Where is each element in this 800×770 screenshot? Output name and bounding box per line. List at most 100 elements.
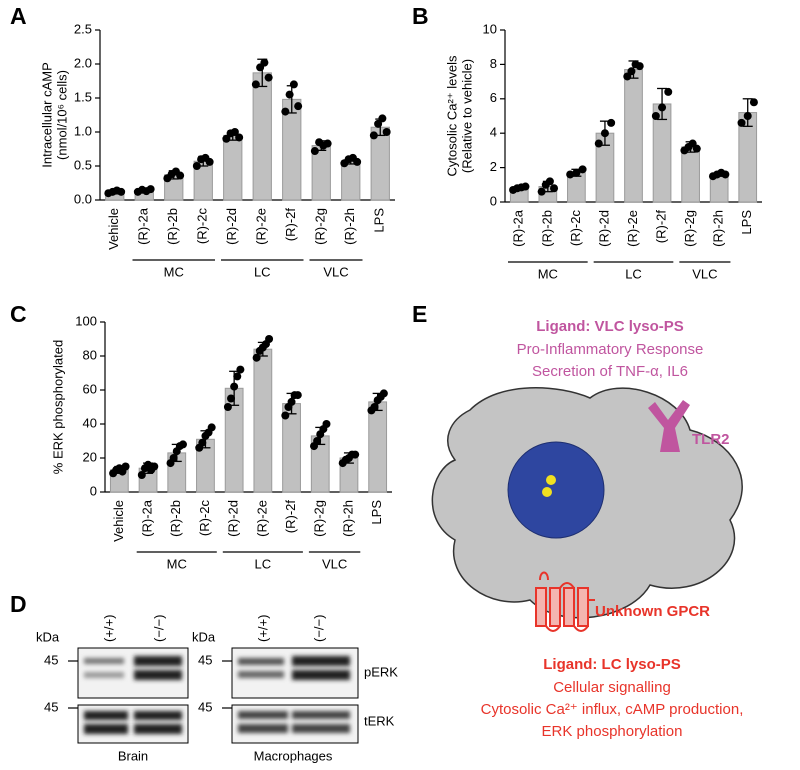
- blot-panel: D kDa kDa (+/+) (−/−) (+/+) (−/−) 45 45 …: [10, 591, 398, 763]
- data-point: [664, 87, 673, 96]
- panel-label: A: [10, 3, 27, 29]
- x-tick-label: (R)-2c: [568, 210, 583, 247]
- group-label: LC: [255, 556, 272, 571]
- group-label: VLC: [692, 266, 717, 281]
- x-tick-label: (R)-2d: [226, 500, 241, 537]
- data-point: [230, 382, 239, 391]
- panel-label: E: [412, 301, 427, 327]
- bar: [252, 72, 272, 201]
- data-point: [198, 438, 207, 447]
- data-point: [600, 129, 609, 138]
- panel-label: B: [412, 3, 429, 29]
- x-tick-label: (R)-2b: [539, 210, 554, 247]
- panel-label: C: [10, 301, 27, 327]
- data-point: [236, 365, 245, 374]
- x-tick-label: (R)-2g: [313, 208, 328, 245]
- y-tick-label: 10: [483, 21, 497, 36]
- y-axis-label: (nmol/10⁶ cells): [54, 70, 69, 160]
- x-tick-label: (R)-2f: [283, 500, 298, 534]
- data-point: [146, 185, 155, 194]
- data-point: [117, 187, 126, 196]
- ligand-title: Ligand: VLC lyso-PS: [536, 318, 684, 335]
- data-point: [369, 131, 378, 140]
- nucleolus: [546, 475, 556, 485]
- ligand-line: ERK phosphorylation: [542, 723, 683, 740]
- group-label: LC: [625, 266, 642, 281]
- x-tick-label: (R)-2f: [283, 208, 298, 242]
- y-tick-label: 1.0: [74, 123, 92, 138]
- data-point: [265, 335, 274, 343]
- unit-label: kDa: [36, 629, 60, 644]
- data-point: [379, 389, 388, 398]
- data-point: [285, 90, 294, 99]
- data-point: [260, 58, 269, 67]
- group-label: MC: [164, 264, 184, 279]
- bands: [238, 656, 350, 680]
- data-point: [192, 162, 201, 170]
- x-tick-label: LPS: [369, 500, 384, 525]
- bar: [681, 146, 700, 203]
- data-point: [607, 118, 616, 127]
- marker-label: 45: [198, 699, 212, 714]
- data-point: [382, 128, 391, 136]
- data-point: [281, 107, 290, 116]
- x-tick-label: (R)-2b: [168, 500, 183, 537]
- data-point: [235, 133, 244, 142]
- receptor-label: Unknown GPCR: [595, 603, 710, 620]
- data-point: [310, 147, 319, 156]
- data-point: [658, 103, 667, 112]
- group-label: VLC: [323, 264, 348, 279]
- data-point: [230, 128, 239, 136]
- data-point: [137, 471, 146, 479]
- data-point: [293, 391, 302, 400]
- data-point: [545, 177, 554, 186]
- gpcr-receptor: [535, 571, 595, 632]
- genotype-label: (−/−): [311, 615, 326, 642]
- y-tick-label: 0.5: [74, 157, 92, 172]
- x-tick-label: Vehicle: [106, 208, 121, 250]
- y-tick-label: 0: [490, 193, 497, 208]
- data-point: [594, 139, 603, 148]
- x-tick-label: (R)-2c: [195, 208, 210, 245]
- x-tick-label: (R)-2d: [224, 208, 239, 245]
- y-tick-label: 60: [83, 381, 97, 396]
- y-axis-label: Cytosolic Ca²⁺ levels: [444, 55, 459, 177]
- data-point: [251, 80, 260, 89]
- data-point: [378, 114, 387, 123]
- y-tick-label: 4: [490, 125, 497, 140]
- y-tick-label: 6: [490, 90, 497, 105]
- y-tick-label: 2: [490, 159, 497, 174]
- bar: [368, 401, 388, 493]
- group-label: VLC: [322, 556, 347, 571]
- x-tick-label: (R)-2h: [711, 210, 726, 247]
- y-tick-label: 80: [83, 347, 97, 362]
- data-point: [635, 62, 644, 71]
- data-point: [222, 134, 231, 143]
- tissue-label: Macrophages: [254, 748, 333, 763]
- data-point: [537, 187, 546, 196]
- data-point: [169, 454, 178, 462]
- x-tick-label: (R)-2c: [197, 500, 212, 537]
- bands: [84, 656, 182, 680]
- y-tick-label: 40: [83, 415, 97, 430]
- y-tick-label: 0.0: [74, 191, 92, 206]
- bar: [253, 348, 273, 493]
- y-tick-label: 1.5: [74, 89, 92, 104]
- data-point: [252, 353, 261, 362]
- bar: [624, 69, 643, 203]
- x-tick-label: Vehicle: [111, 500, 126, 542]
- data-point: [578, 165, 587, 174]
- unit-label: kDa: [192, 629, 216, 644]
- genotype-label: (−/−): [151, 615, 166, 642]
- y-tick-label: 100: [75, 313, 97, 328]
- nucleus: [507, 441, 605, 539]
- ligand-line: Secretion of TNF-α, IL6: [532, 363, 688, 380]
- data-point: [264, 73, 273, 82]
- data-point: [289, 80, 298, 89]
- y-tick-label: 2.0: [74, 55, 92, 70]
- x-tick-label: (R)-2b: [165, 208, 180, 245]
- y-tick-label: 2.5: [74, 21, 92, 36]
- data-point: [121, 462, 130, 471]
- diagram-panel: E Ligand: VLC lyso-PS Pro-Inflammatory R…: [412, 301, 743, 740]
